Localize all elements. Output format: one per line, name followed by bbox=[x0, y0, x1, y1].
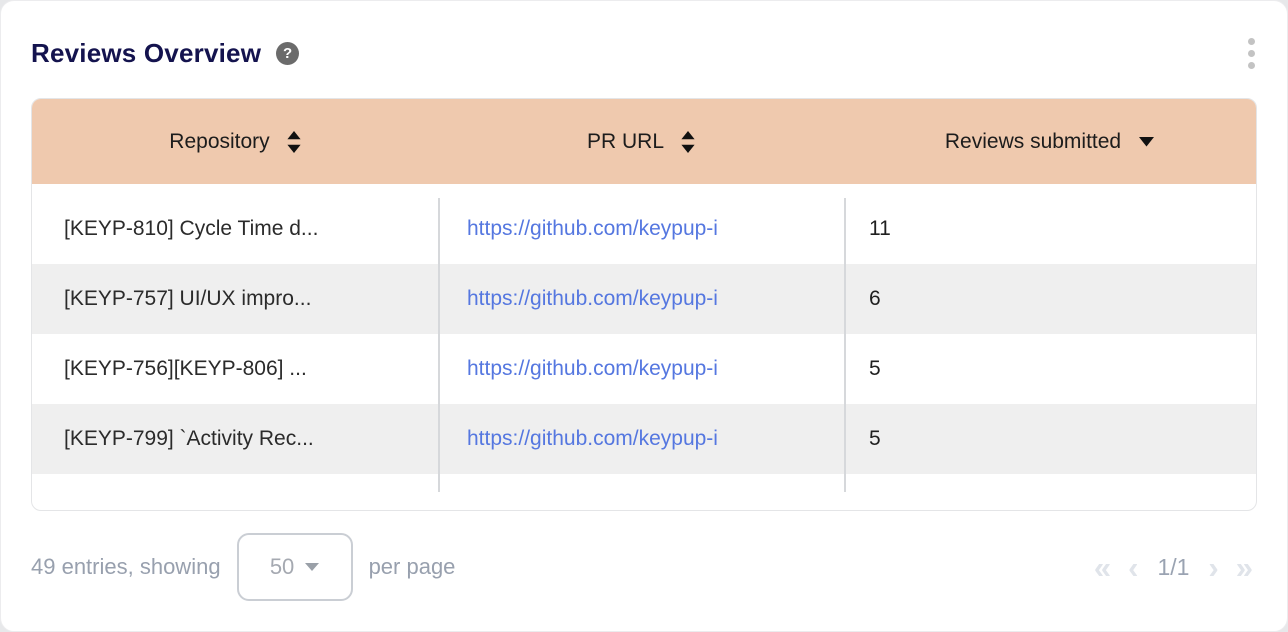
kebab-dot bbox=[1248, 38, 1255, 45]
column-label: Reviews submitted bbox=[944, 129, 1122, 153]
pr-url-link[interactable]: https://github.com/keypup-i bbox=[467, 287, 718, 310]
column-label: Repository bbox=[169, 129, 270, 153]
table-row: [KEYP-799] `Activity Rec... https://gith… bbox=[32, 404, 1256, 474]
repository-cell: [KEYP-757] UI/UX impro... bbox=[64, 287, 312, 310]
repository-cell: [KEYP-799] `Activity Rec... bbox=[64, 427, 314, 450]
pr-url-link[interactable]: https://github.com/keypup-i bbox=[467, 427, 718, 450]
page-title: Reviews Overview bbox=[31, 38, 262, 68]
pr-url-cell: https://github.com/keypup-i bbox=[438, 217, 844, 241]
page-indicator: 1/1 bbox=[1157, 553, 1190, 580]
table-row: [KEYP-756][KEYP-806] ... https://github.… bbox=[32, 334, 1256, 404]
entries-count-label: 49 entries, showing bbox=[31, 554, 221, 579]
repository-cell: [KEYP-810] Cycle Time d... bbox=[64, 217, 319, 240]
prev-page-button[interactable]: ‹ bbox=[1128, 549, 1139, 585]
column-header-pr-url[interactable]: PR URL bbox=[438, 99, 844, 184]
column-divider bbox=[844, 198, 846, 492]
pr-url-link[interactable]: https://github.com/keypup-i bbox=[467, 217, 718, 240]
column-divider bbox=[438, 198, 440, 492]
pr-url-link[interactable]: https://github.com/keypup-i bbox=[467, 357, 718, 380]
per-page-value: 50 bbox=[269, 554, 295, 579]
pr-url-cell: https://github.com/keypup-i bbox=[438, 287, 844, 311]
reviews-submitted-cell: 5 bbox=[869, 357, 881, 380]
column-header-repository[interactable]: Repository bbox=[32, 99, 438, 184]
per-page-group: 49 entries, showing 50 per page bbox=[31, 533, 455, 601]
kebab-dot bbox=[1248, 50, 1255, 57]
help-icon[interactable]: ? bbox=[276, 42, 300, 65]
pr-url-cell: https://github.com/keypup-i bbox=[438, 427, 844, 451]
column-label: PR URL bbox=[586, 129, 665, 153]
pagination: « ‹ 1/1 › » bbox=[1094, 552, 1253, 583]
column-header-reviews-submitted[interactable]: Reviews submitted bbox=[844, 99, 1256, 184]
last-page-button[interactable]: » bbox=[1235, 549, 1253, 585]
sort-desc-icon bbox=[1139, 137, 1155, 147]
reviews-table: Repository PR URL Reviews submitted bbox=[31, 98, 1257, 511]
per-page-label: per page bbox=[368, 554, 456, 579]
reviews-submitted-cell: 11 bbox=[869, 217, 891, 240]
reviews-submitted-cell: 6 bbox=[869, 287, 881, 310]
table-header-row: Repository PR URL Reviews submitted bbox=[32, 99, 1256, 184]
table-row: [KEYP-757] UI/UX impro... https://github… bbox=[32, 264, 1256, 334]
sort-both-icon bbox=[681, 130, 695, 153]
pr-url-cell: https://github.com/keypup-i bbox=[438, 357, 844, 381]
repository-cell: [KEYP-756][KEYP-806] ... bbox=[64, 357, 307, 380]
kebab-menu-icon[interactable] bbox=[1245, 35, 1258, 72]
reviews-submitted-cell: 5 bbox=[869, 427, 881, 450]
first-page-button[interactable]: « bbox=[1093, 549, 1112, 585]
table-footer-bar: 49 entries, showing 50 per page « ‹ 1/1 … bbox=[31, 523, 1253, 611]
next-page-button[interactable]: › bbox=[1208, 549, 1219, 585]
per-page-select[interactable]: 50 bbox=[236, 533, 353, 601]
table-row: [KEYP-810] Cycle Time d... https://githu… bbox=[32, 194, 1256, 264]
table-body: [KEYP-810] Cycle Time d... https://githu… bbox=[32, 184, 1256, 474]
chevron-down-icon bbox=[305, 563, 320, 571]
sort-both-icon bbox=[287, 130, 301, 153]
card-header: Reviews Overview ? bbox=[31, 35, 1258, 72]
kebab-dot bbox=[1248, 62, 1255, 69]
